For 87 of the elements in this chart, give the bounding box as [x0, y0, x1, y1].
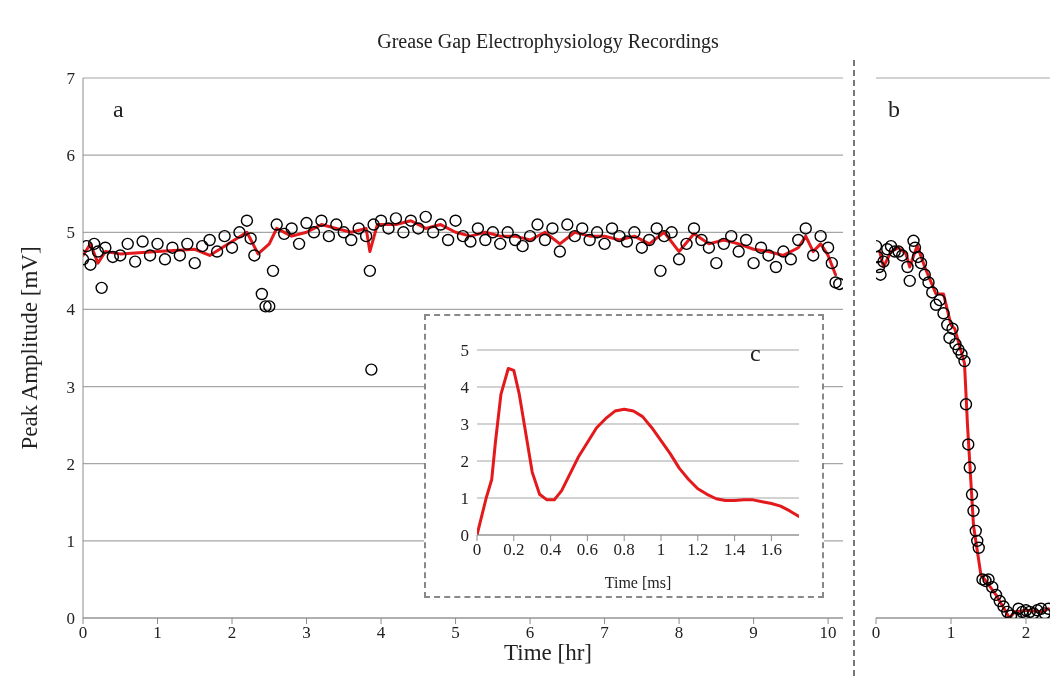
point — [963, 461, 976, 474]
x-tick-label: 1.2 — [687, 540, 709, 560]
point — [888, 245, 901, 258]
point — [1019, 604, 1033, 617]
point — [914, 256, 928, 270]
x-tick-label: 0.4 — [539, 540, 562, 560]
point — [997, 600, 1010, 613]
point — [1034, 602, 1048, 615]
point — [965, 488, 979, 501]
y-tick-label: 7 — [66, 69, 76, 89]
x-axis-title: Time [hr] — [504, 640, 592, 665]
point — [881, 243, 894, 256]
point — [877, 255, 890, 268]
point — [908, 241, 922, 254]
point — [1023, 605, 1036, 618]
y-axis-title: Peak Amplitude [mV] — [17, 246, 43, 450]
point — [946, 322, 959, 335]
point — [884, 239, 898, 253]
y-tick-label: 2 — [460, 452, 469, 472]
point — [922, 276, 935, 289]
y-tick-label: 0 — [460, 526, 469, 546]
point — [955, 347, 968, 361]
point — [892, 245, 905, 258]
x-tick-label: 0.6 — [576, 540, 599, 560]
x-tick-label: 4 — [376, 623, 386, 643]
annotation: b — [888, 96, 900, 123]
x-tick-label: 1.6 — [760, 540, 783, 560]
point — [1038, 607, 1050, 618]
point — [1012, 602, 1025, 615]
y-tick-label: 4 — [460, 378, 470, 398]
x-tick-label: 0.2 — [503, 540, 525, 560]
y-tick-label: 4 — [66, 300, 76, 320]
point — [903, 274, 916, 288]
point — [952, 343, 965, 356]
point — [941, 318, 954, 332]
y-tick-label: 5 — [460, 341, 469, 361]
point — [943, 331, 956, 345]
point — [962, 438, 975, 451]
point — [876, 268, 887, 281]
point — [918, 268, 931, 281]
point — [971, 534, 984, 548]
point — [1027, 607, 1040, 618]
x-tick-label: 0.8 — [613, 540, 635, 560]
point — [926, 286, 939, 299]
point — [907, 234, 920, 247]
x-tick-label: 1.4 — [723, 540, 746, 560]
point — [1016, 605, 1029, 618]
x-tick-label: 10 — [819, 623, 837, 643]
y-tick-label: 2 — [66, 454, 75, 474]
point — [972, 541, 985, 554]
point — [1001, 605, 1014, 618]
y-tick-label: 3 — [460, 415, 469, 435]
point — [937, 307, 950, 320]
x-tick-label: 3 — [302, 623, 311, 643]
point — [989, 588, 1003, 602]
x-tick-label: 2 — [227, 623, 237, 643]
y-tick-label: 6 — [66, 146, 75, 166]
point — [969, 524, 982, 538]
point — [949, 337, 962, 351]
y-tick-label: 1 — [460, 489, 469, 509]
annotation: a — [113, 96, 124, 123]
x-tick-label: 8 — [674, 623, 684, 643]
x-tick-label: 9 — [749, 623, 758, 643]
x-tick-label: 7 — [600, 623, 610, 643]
x-tick-label: 1 — [153, 623, 162, 643]
x-tick-label: 6 — [525, 623, 535, 643]
point — [901, 260, 914, 274]
x-tick-label: 1 — [946, 623, 956, 643]
chart-title: Grease Gap Electrophysiology Recordings — [376, 30, 720, 53]
x-tick-label: 1 — [656, 540, 666, 560]
annotation: c — [750, 340, 761, 367]
point — [958, 354, 971, 368]
point — [933, 293, 946, 307]
point — [896, 249, 909, 262]
y-tick-label: 0 — [66, 609, 75, 629]
y-tick-label: 5 — [66, 223, 75, 243]
point — [993, 594, 1006, 608]
x-tick-label: 2 — [1021, 623, 1031, 643]
point — [1031, 604, 1044, 617]
x-axis-title: Time [ms] — [604, 574, 672, 591]
x-tick-label: 0 — [871, 623, 881, 643]
point — [929, 298, 943, 311]
point — [967, 504, 980, 517]
point — [911, 250, 925, 264]
y-tick-label: 3 — [66, 377, 75, 397]
point — [986, 580, 999, 594]
point — [959, 398, 973, 411]
